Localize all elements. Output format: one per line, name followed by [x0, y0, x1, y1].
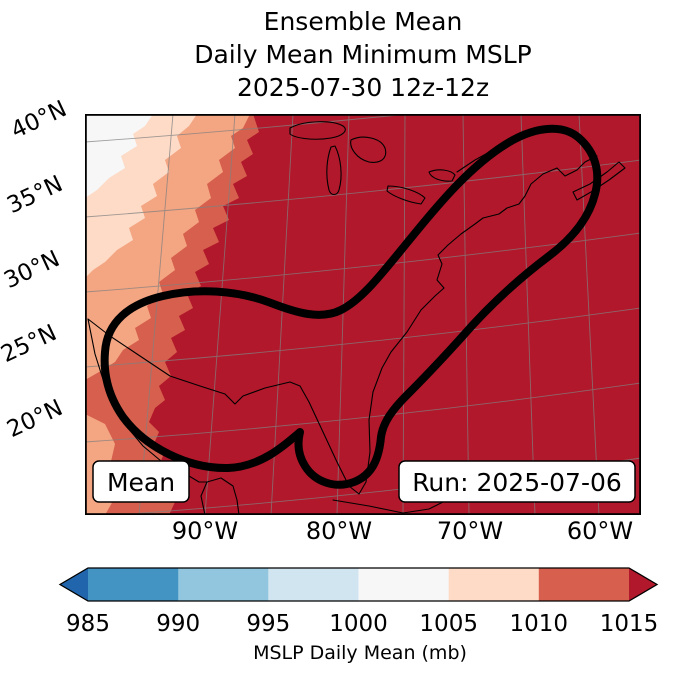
lat-tick-35n: 35°N — [3, 170, 67, 220]
cb-tick-990: 990 — [156, 611, 200, 637]
axes-frame — [85, 114, 641, 515]
colorbar-seg-985-990 — [88, 568, 179, 601]
run-box: Run: 2025-07-06 — [398, 460, 636, 503]
lon-tick-90w: 90°W — [171, 517, 239, 545]
title-line-1: Ensemble Mean — [263, 7, 463, 36]
title-line-3: 2025-07-30 12z-12z — [236, 73, 490, 102]
highlight-contour — [100, 124, 602, 489]
cb-tick-1000: 1000 — [329, 611, 388, 637]
cb-tick-985: 985 — [66, 611, 110, 637]
colorbar: 985 990 995 1000 1005 1010 1015 MSLP Dai… — [58, 567, 659, 664]
run-box-label: Run: 2025-07-06 — [412, 468, 622, 497]
lat-tick-25n: 25°N — [0, 319, 61, 369]
cb-tick-1005: 1005 — [419, 611, 478, 637]
figure-title: Ensemble Mean Daily Mean Minimum MSLP 20… — [85, 5, 641, 104]
colorbar-outline — [58, 567, 659, 602]
cb-tick-1015: 1015 — [600, 611, 659, 637]
mslp-fill-dark — [149, 114, 641, 515]
colorbar-over-arrow — [629, 568, 657, 601]
map-plot: Mean Run: 2025-07-06 — [85, 114, 641, 515]
colorbar-seg-1005-1010 — [448, 568, 540, 601]
cb-tick-1010: 1010 — [510, 611, 569, 637]
coastlines — [87, 121, 626, 515]
lon-tick-80w: 80°W — [305, 517, 373, 545]
colorbar-seg-990-995 — [178, 568, 269, 601]
mean-box-label: Mean — [107, 468, 175, 497]
lon-tick-60w: 60°W — [566, 517, 634, 545]
colorbar-seg-1010-1015 — [538, 568, 629, 601]
mslp-fill-white-corner — [85, 114, 153, 198]
mean-box: Mean — [92, 460, 190, 503]
colorbar-under-arrow — [60, 568, 88, 601]
lat-tick-40n: 40°N — [7, 95, 71, 145]
cb-tick-995: 995 — [246, 611, 290, 637]
colorbar-title: MSLP Daily Mean (mb) — [253, 642, 467, 664]
lat-tick-20n: 20°N — [3, 394, 67, 444]
title-line-2: Daily Mean Minimum MSLP — [194, 40, 532, 69]
colorbar-seg-1000-1005 — [358, 568, 449, 601]
lat-tick-30n: 30°N — [0, 245, 64, 295]
colorbar-seg-995-1000 — [268, 568, 359, 601]
lon-tick-70w: 70°W — [436, 517, 504, 545]
